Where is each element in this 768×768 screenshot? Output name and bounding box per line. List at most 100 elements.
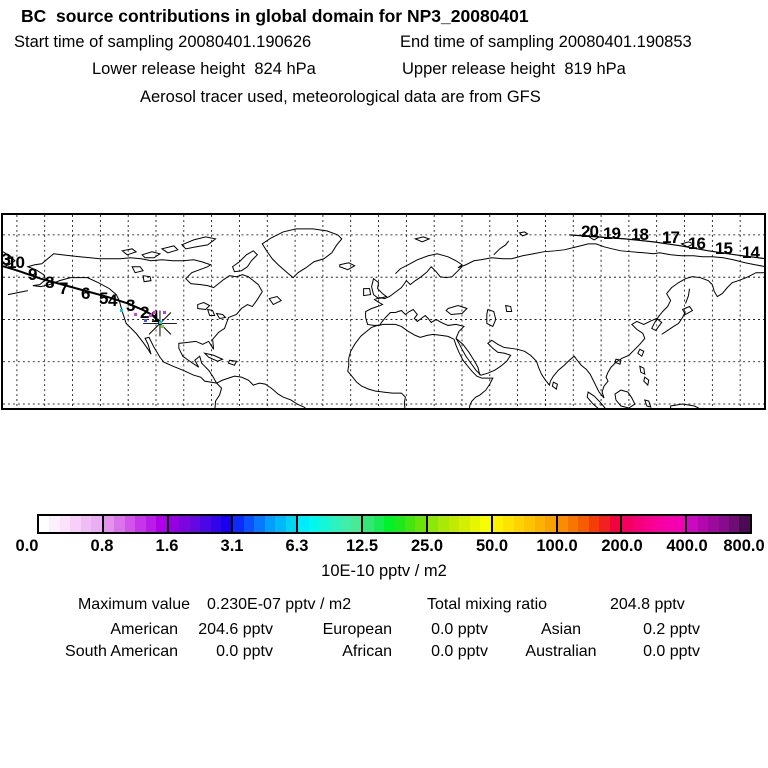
trajectory-day-label: 4 [108,291,118,310]
colorbar-cell [80,516,92,532]
region-value-australian: 0.0 pptv [643,643,700,660]
colorbar-segment [166,516,232,532]
colorbar-cell [91,516,102,532]
colorbar-cell [567,516,579,532]
colorbar-cell [233,516,244,532]
concentration-dot [134,313,137,316]
total-mixing-ratio-label: Total mixing ratio [427,596,548,613]
colorbar-tick-label: 3.1 [220,537,244,555]
concentration-dot [120,309,123,312]
region-label-south-american: South American [65,643,178,660]
trajectory-day-label: 9 [28,265,38,284]
colorbar-cell [718,516,729,532]
colorbar-cell [599,516,610,532]
trajectory-day-label: 7 [59,279,69,298]
coastlines [3,228,764,408]
colorbar-tick-label: 800.0 [723,537,765,555]
colorbar-cell [394,516,405,532]
colorbar-cell [448,516,460,532]
trajectory-day-label: 5 [99,289,109,308]
colorbar-cell [578,516,589,532]
colorbar-cell [513,516,525,532]
concentration-dot [149,314,152,317]
trajectory-day-label: 6 [81,284,91,303]
colorbar-cell [534,516,546,532]
colorbar-segment [685,516,750,532]
colorbar-cell [298,516,309,532]
start-time-label: Start time of sampling 20080401.190626 [14,33,312,51]
colorbar-tick-label: 400.0 [666,537,708,555]
region-value-african: 0.0 pptv [431,643,488,660]
colorbar-cell [329,516,341,532]
trajectory-day-label: 13 [1,250,11,269]
colorbar-segment [296,516,362,532]
colorbar-cell [179,516,190,532]
colorbar-cell [739,516,750,532]
colorbar-cell [168,516,180,532]
colorbar-cell [557,516,568,532]
region-label-australian: Australian [525,643,597,660]
colorbar-cell [189,516,201,532]
concentration-dot [163,311,166,314]
trajectory-line-siberia [569,234,764,260]
colorbar-cell [340,516,351,532]
trajectory-day-label: 20 [581,222,599,241]
region-value-asian: 0.2 pptv [643,621,700,638]
colorbar-cell [653,516,665,532]
colorbar-cell [674,516,686,532]
colorbar-tick-label: 50.0 [475,537,509,555]
trajectory-day-label: 2 [140,303,150,322]
colorbar-cell [59,516,71,532]
region-label-european: European [322,621,392,638]
region-label-american: American [110,621,178,638]
colorbar-cell [156,516,167,532]
colorbar-tick-label: 6.3 [285,537,309,555]
trajectory-day-label: 16 [688,234,706,253]
colorbar-cell [49,516,60,532]
colorbar-cell [492,516,504,532]
colorbar-tick-label: 0.8 [90,537,114,555]
colorbar-cell [524,516,535,532]
colorbar-cell [285,516,297,532]
tracer-note-label: Aerosol tracer used, meteorological data… [140,88,541,106]
region-value-european: 0.0 pptv [431,621,488,638]
region-label-asian: Asian [540,621,582,638]
colorbar-segment [490,516,556,532]
colorbar-tick-label: 1.6 [155,537,179,555]
latlon-grid [3,215,764,408]
trajectory-day-label: 14 [742,243,760,262]
colorbar-cell [210,516,221,532]
colorbar-cell [254,516,265,532]
colorbar-cell [697,516,709,532]
colorbar-cell [103,516,115,532]
colorbar-cell [687,516,698,532]
max-value: 0.230E-07 pptv / m2 [207,596,352,613]
colorbar-cell [145,516,157,532]
colorbar-tick-label: 100.0 [536,537,578,555]
colorbar-cell [469,516,481,532]
colorbar-segment [555,516,621,532]
colorbar-cell [415,516,426,532]
colorbar-cell [729,516,740,532]
total-mixing-ratio-value: 204.8 pptv [610,596,685,613]
colorbar-cell [135,516,146,532]
colorbar-tick-label: 25.0 [410,537,444,555]
colorbar-cell [243,516,255,532]
colorbar-tick-label: 12.5 [345,537,379,555]
colorbar-cell [308,516,320,532]
colorbar-cell [39,516,50,532]
colorbar-cell [70,516,81,532]
colorbar-cell [275,516,286,532]
concentration-dot [153,311,156,314]
colorbar-cell [200,516,211,532]
trajectory-day-label: 3 [126,296,136,315]
world-map-svg [3,215,764,408]
colorbar-cell [384,516,395,532]
trajectory-day-label: 19 [603,224,621,243]
colorbar-cell [588,516,600,532]
colorbar-unit-label: 10E-10 pptv / m2 [321,562,447,580]
colorbar-cell [622,516,633,532]
region-value-american: 204.6 pptv [198,621,273,638]
